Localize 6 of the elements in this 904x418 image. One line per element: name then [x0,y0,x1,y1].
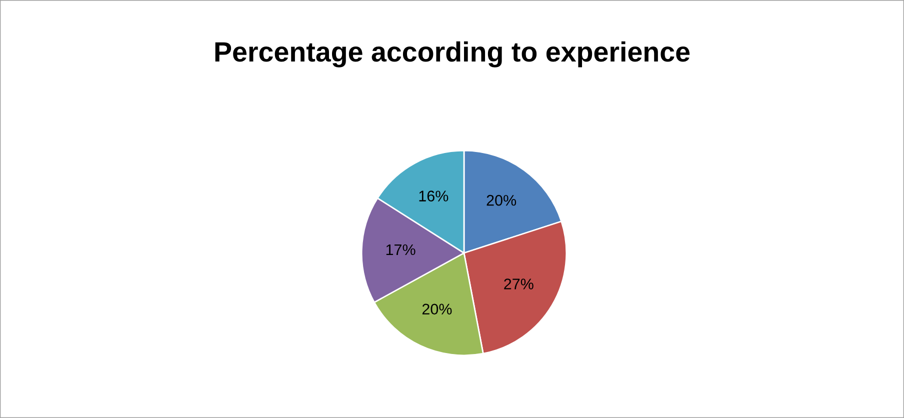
chart-title: Percentage according to experience [215,41,690,68]
data-label: 27% [504,278,534,290]
data-label: 16% [419,190,448,202]
data-label: 17% [386,244,416,256]
data-label: 20% [486,194,516,206]
data-label: 20% [422,304,452,315]
